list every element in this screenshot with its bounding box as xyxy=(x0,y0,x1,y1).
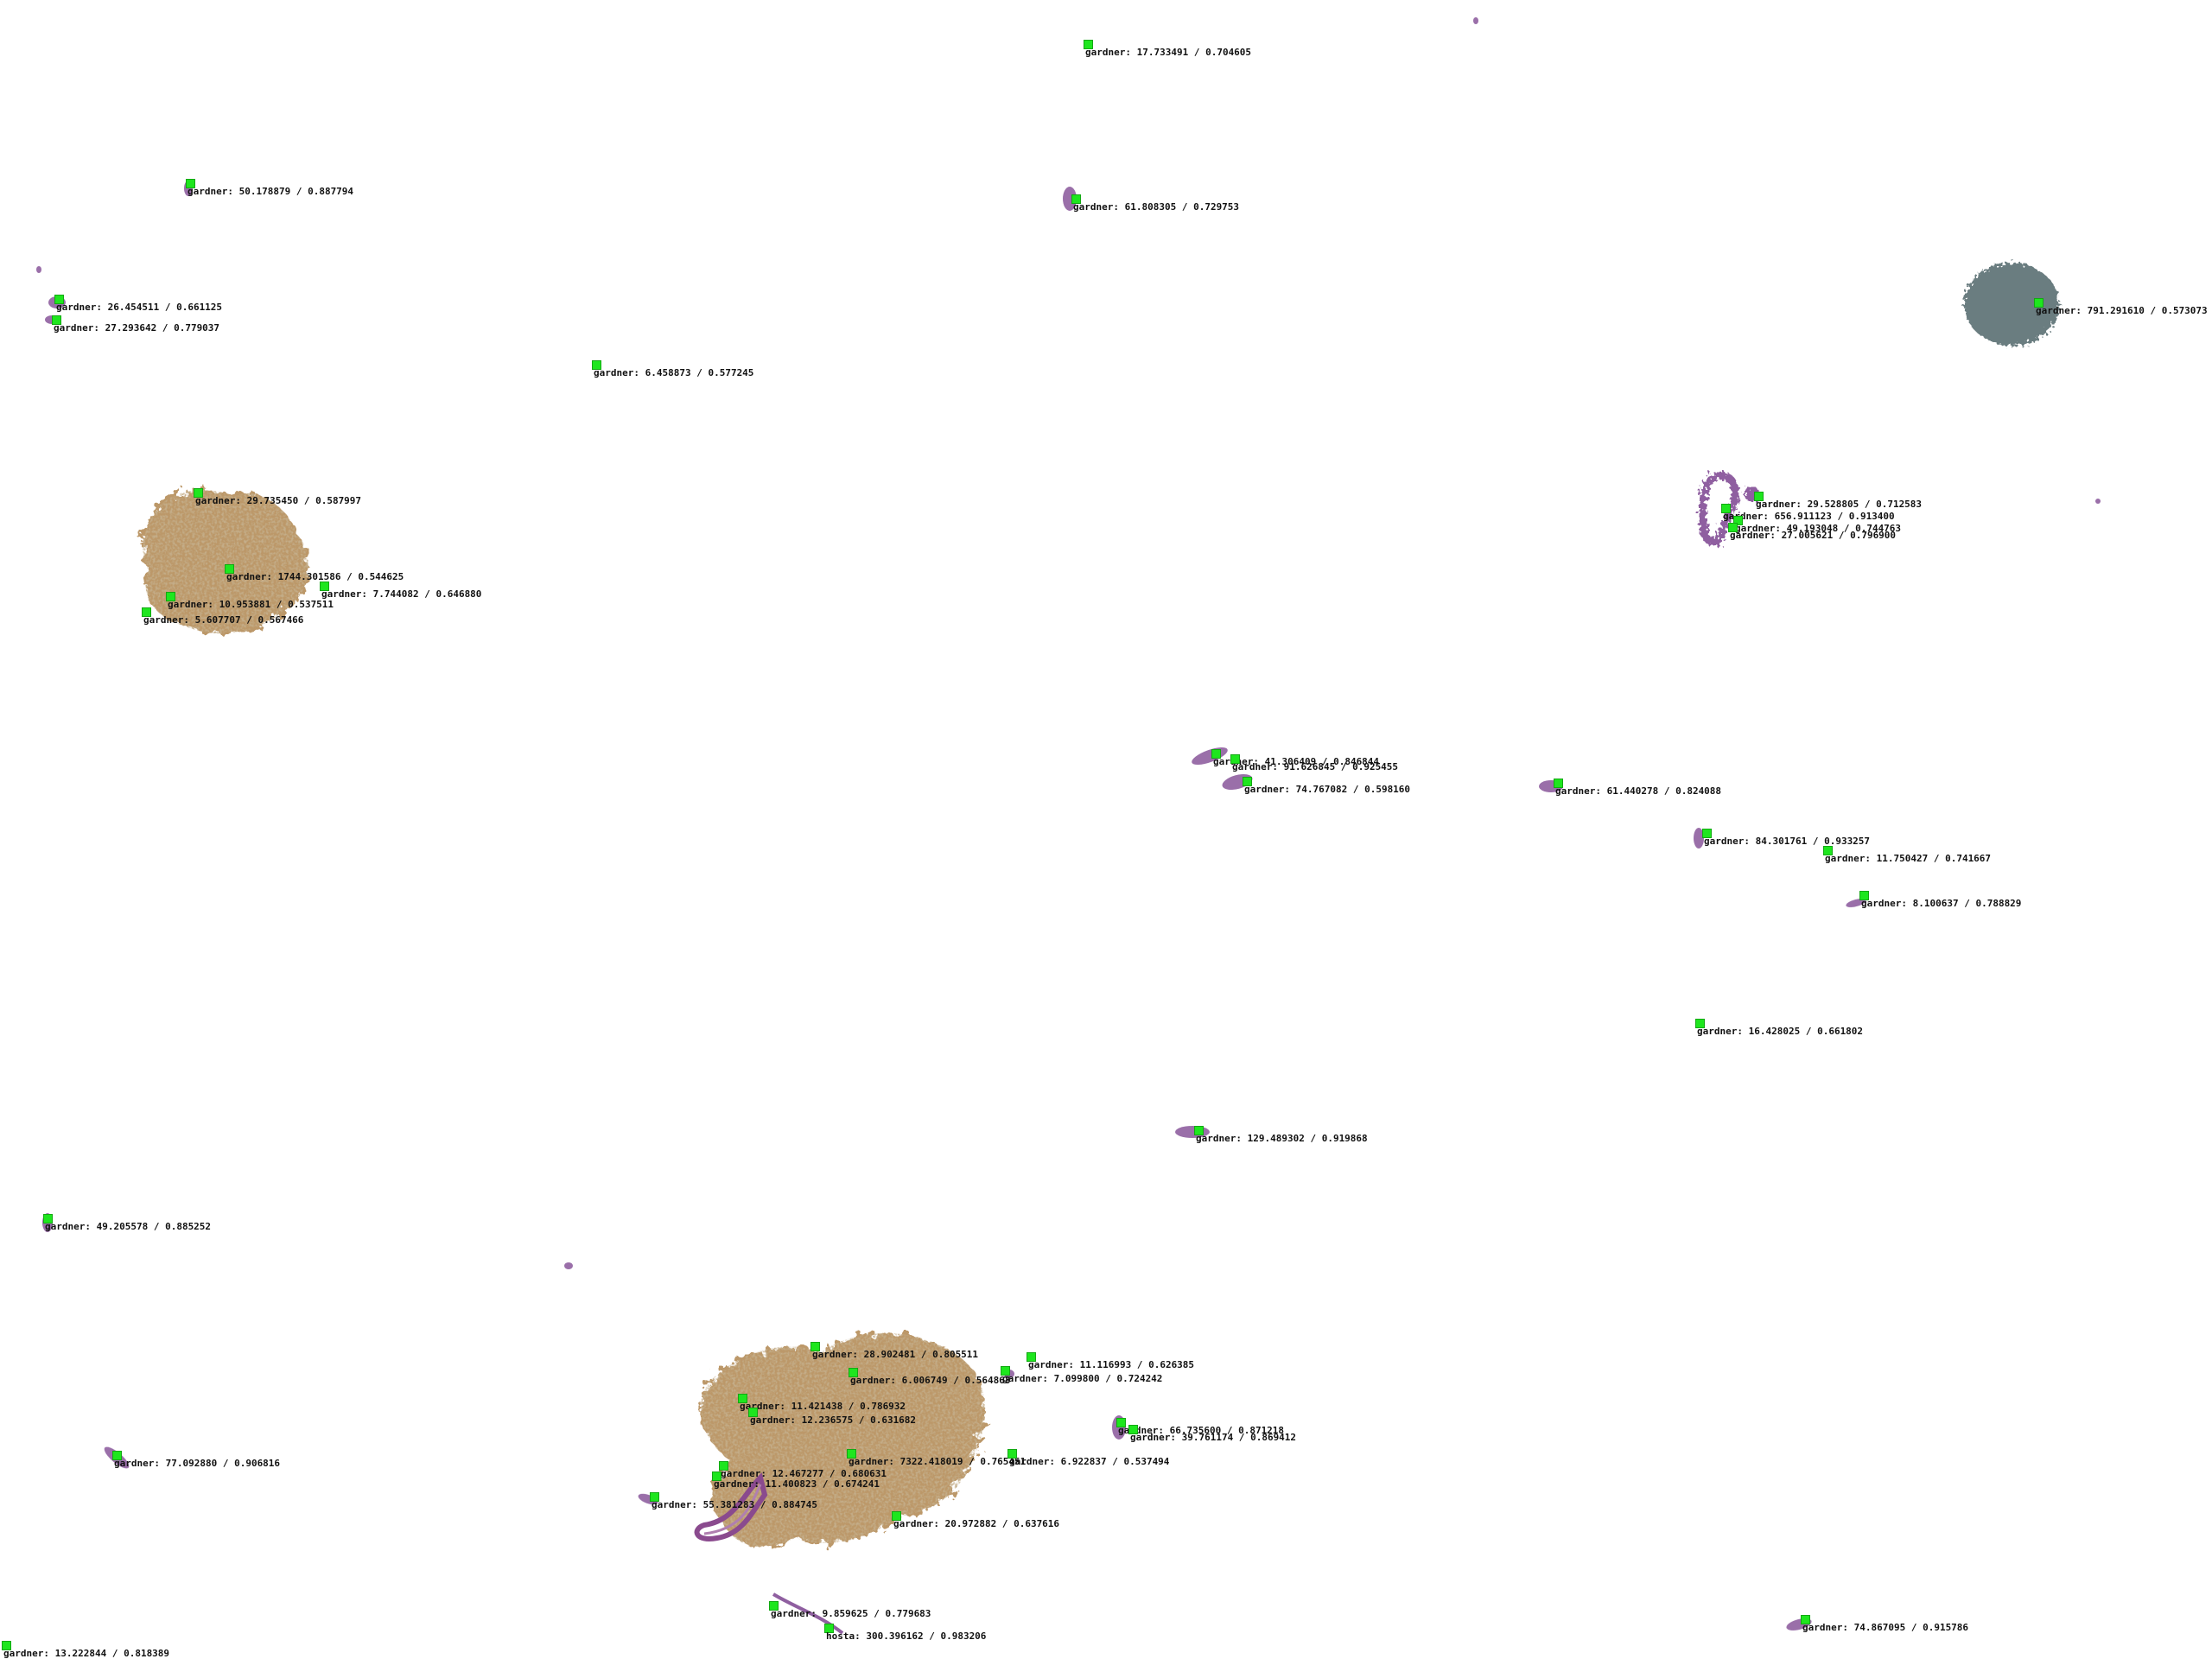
detection-marker-icon xyxy=(2034,298,2044,308)
detection-marker-icon xyxy=(1001,1366,1010,1376)
dark-blob xyxy=(1964,263,2059,346)
detection-marker-icon xyxy=(225,564,234,574)
detection-label: gardner: 29.528805 / 0.712583 xyxy=(1756,499,1923,510)
detection-marker-icon xyxy=(719,1461,728,1471)
detection-marker-icon xyxy=(1128,1425,1138,1434)
detection-label: gardner: 6.006749 / 0.564863 xyxy=(850,1375,1011,1386)
detection-label: gardner: 791.291610 / 0.573073 xyxy=(2036,305,2208,316)
detection-marker-icon xyxy=(712,1471,721,1481)
detection-label: gardner: 17.733491 / 0.704605 xyxy=(1085,47,1252,58)
detection-marker-icon xyxy=(1754,492,1764,501)
detection-label: gardner: 77.092880 / 0.906816 xyxy=(114,1458,281,1469)
detection-label: gardner: 27.293642 / 0.779037 xyxy=(54,322,220,334)
detection-label: gardner: 11.116993 / 0.626385 xyxy=(1028,1359,1195,1370)
detection-marker-icon xyxy=(166,592,175,601)
detection-label: gardner: 39.761174 / 0.869412 xyxy=(1130,1432,1297,1443)
detection-marker-icon xyxy=(1027,1352,1036,1362)
detection-label: gardner: 16.428025 / 0.661802 xyxy=(1697,1026,1864,1037)
detection-marker-icon xyxy=(1695,1019,1705,1028)
detection-label: gardner: 91.626845 / 0.925455 xyxy=(1232,761,1399,772)
detection-label: gardner: 61.808305 / 0.729753 xyxy=(1073,201,1240,213)
detection-marker-icon xyxy=(142,607,151,617)
detection-label: gardner: 11.400823 / 0.674241 xyxy=(714,1478,880,1490)
detection-label: gardner: 29.735450 / 0.587997 xyxy=(195,495,362,506)
detection-marker-icon xyxy=(1702,829,1712,838)
detection-marker-icon xyxy=(592,360,601,370)
detection-marker-icon xyxy=(1071,194,1081,204)
detection-marker-icon xyxy=(112,1451,122,1460)
detection-label: gardner: 12.467277 / 0.680631 xyxy=(721,1468,887,1479)
detection-marker-icon xyxy=(2,1641,11,1650)
detection-marker-icon xyxy=(810,1342,820,1351)
detection-label: gardner: 26.454511 / 0.661125 xyxy=(56,302,223,313)
detection-marker-icon xyxy=(1230,754,1240,764)
detection-label: gardner: 8.100637 / 0.788829 xyxy=(1861,898,2022,909)
detection-label: gardner: 5.607707 / 0.567466 xyxy=(143,614,304,626)
detection-label: gardner: 6.458873 / 0.577245 xyxy=(594,367,754,378)
detection-marker-icon xyxy=(738,1394,747,1403)
detection-label: gardner: 49.193048 / 0.744763 xyxy=(1735,523,1902,534)
detection-marker-icon xyxy=(1194,1126,1204,1135)
detection-label: gardner: 6.922837 / 0.537494 xyxy=(1009,1456,1170,1467)
detection-label: gardner: 1744.301586 / 0.544625 xyxy=(226,571,404,582)
detection-label: gardner: 49.205578 / 0.885252 xyxy=(45,1221,212,1232)
detection-marker-icon xyxy=(186,179,195,188)
detection-marker-icon xyxy=(650,1492,659,1502)
detection-marker-icon xyxy=(892,1511,901,1521)
detection-label: gardner: 27.005621 / 0.796900 xyxy=(1730,530,1897,541)
detection-marker-icon xyxy=(1728,523,1738,532)
detection-marker-icon xyxy=(52,315,61,325)
detection-label: gardner: 20.972882 / 0.637616 xyxy=(893,1518,1060,1529)
detection-marker-icon xyxy=(1859,891,1869,900)
detection-label: gardner: 55.381283 / 0.884745 xyxy=(652,1499,818,1510)
detection-marker-icon xyxy=(849,1368,858,1377)
detection-marker-icon xyxy=(1116,1418,1126,1427)
detection-label: gardner: 74.867095 / 0.915786 xyxy=(1802,1622,1969,1633)
detection-marker-icon xyxy=(847,1449,856,1459)
detection-label: gardner: 41.306409 / 0.846844 xyxy=(1213,756,1380,767)
detection-label: gardner: 61.440278 / 0.824088 xyxy=(1555,785,1722,797)
detection-label: gardner: 12.236575 / 0.631682 xyxy=(750,1414,917,1426)
detection-marker-icon xyxy=(1801,1615,1810,1624)
detection-label: gardner: 11.750427 / 0.741667 xyxy=(1825,853,1992,864)
detection-marker-icon xyxy=(1007,1449,1017,1459)
detection-label: gardner: 74.767082 / 0.598160 xyxy=(1244,784,1411,795)
detection-label: gardner: 13.222844 / 0.818389 xyxy=(3,1648,170,1659)
detection-marker-icon xyxy=(1733,516,1743,525)
detection-marker-icon xyxy=(54,295,64,304)
detection-marker-icon xyxy=(1554,779,1563,788)
detection-label: gardner: 66.735600 / 0.871218 xyxy=(1118,1425,1285,1436)
detection-marker-icon xyxy=(769,1601,779,1611)
detection-label: gardner: 7.099800 / 0.724242 xyxy=(1002,1373,1163,1384)
detection-label: gardner: 9.859625 / 0.779683 xyxy=(771,1608,931,1619)
detection-label: gardner: 84.301761 / 0.933257 xyxy=(1704,836,1871,847)
detection-label: gardner: 50.178879 / 0.887794 xyxy=(188,186,354,197)
detection-marker-icon xyxy=(43,1214,53,1224)
detection-marker-icon xyxy=(1721,504,1731,513)
detection-label: gardner: 11.421438 / 0.786932 xyxy=(740,1401,906,1412)
detection-marker-icon xyxy=(194,488,203,498)
detection-marker-icon xyxy=(824,1624,834,1633)
detection-marker-icon xyxy=(1211,749,1221,759)
detection-label: hosta: 300.396162 / 0.983206 xyxy=(826,1630,987,1642)
detection-label: gardner: 656.911123 / 0.913400 xyxy=(1723,511,1895,522)
detection-label: gardner: 129.489302 / 0.919868 xyxy=(1196,1133,1368,1144)
detection-marker-icon xyxy=(1823,846,1833,855)
detection-label: gardner: 7322.418019 / 0.765451 xyxy=(849,1456,1027,1467)
detection-marker-icon xyxy=(1243,777,1252,786)
detection-marker-icon xyxy=(1084,40,1093,49)
detection-marker-icon xyxy=(320,582,329,591)
detection-label: gardner: 28.902481 / 0.805511 xyxy=(812,1349,979,1360)
detection-label: gardner: 7.744082 / 0.646880 xyxy=(321,588,482,600)
detection-marker-icon xyxy=(748,1408,758,1417)
detection-label: gardner: 10.953881 / 0.537511 xyxy=(168,599,334,610)
